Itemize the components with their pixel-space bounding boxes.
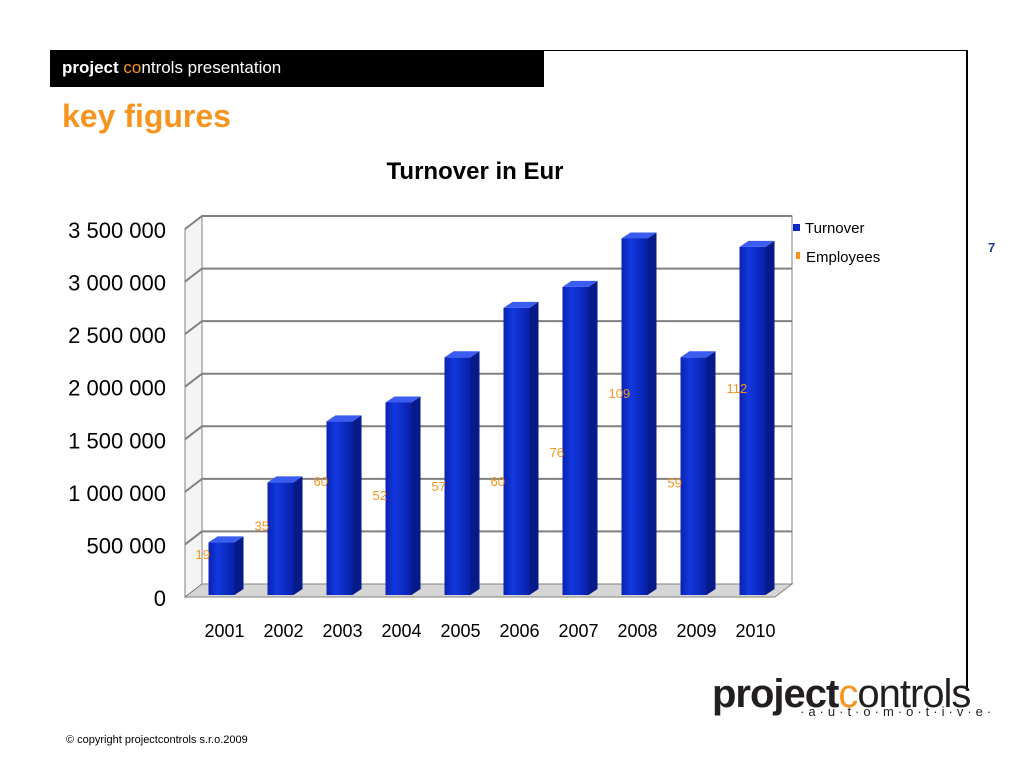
y-tick-label: 2 500 000 bbox=[68, 323, 166, 348]
x-tick-label: 2008 bbox=[617, 621, 657, 641]
y-axis: 0 500 000 1 000 000 1 500 000 2 000 000 2 500… bbox=[68, 218, 186, 611]
bar-2008 bbox=[621, 232, 657, 595]
bar-2001 bbox=[208, 536, 244, 595]
bar-side bbox=[352, 415, 362, 595]
bar-top bbox=[208, 536, 244, 543]
chart-side-wall bbox=[184, 214, 203, 599]
logo-bold-text: project bbox=[712, 672, 839, 716]
bar-top bbox=[385, 396, 421, 403]
bar-side bbox=[529, 301, 539, 595]
y-tick-label: 3 500 000 bbox=[68, 218, 166, 243]
bar-side bbox=[588, 280, 598, 595]
legend-turnover-label: Turnover bbox=[805, 220, 864, 237]
frame-right-line bbox=[966, 50, 968, 688]
employee-label: 112 bbox=[727, 381, 748, 396]
x-tick-label: 2010 bbox=[735, 621, 775, 641]
bar-2002 bbox=[267, 476, 303, 595]
company-logo: projectcontrols ·a·u·t·o·m·o·t·i·v·e· bbox=[712, 672, 991, 722]
bar-2006 bbox=[503, 301, 539, 595]
employee-label: 19 bbox=[196, 547, 210, 562]
bar-side bbox=[470, 351, 480, 595]
employee-label: 35 bbox=[255, 518, 269, 533]
employee-labels: 19 35 60 52 57 60 76 109 59 112 bbox=[196, 381, 748, 562]
frame-top-line bbox=[544, 50, 967, 51]
bar-front bbox=[444, 357, 471, 595]
y-tick-label: 2 000 000 bbox=[68, 376, 166, 401]
page-number: 7 bbox=[988, 240, 996, 255]
y-tick-label: 3 000 000 bbox=[68, 271, 166, 296]
bar-top bbox=[621, 232, 657, 239]
legend-employees-swatch bbox=[796, 252, 800, 259]
bar-front bbox=[621, 238, 648, 595]
bar-top bbox=[503, 301, 539, 308]
employee-label: 52 bbox=[373, 488, 387, 503]
gridline bbox=[184, 267, 792, 283]
logo-accent-text: c bbox=[838, 672, 858, 716]
bar-2009 bbox=[680, 351, 716, 595]
y-tick-label: 500 000 bbox=[86, 533, 166, 558]
bar-side bbox=[411, 396, 421, 595]
x-tick-label: 2005 bbox=[440, 621, 480, 641]
bar-front bbox=[385, 402, 412, 595]
legend-employees-label: Employees bbox=[806, 249, 880, 266]
bar-side bbox=[647, 232, 657, 595]
bar-side bbox=[765, 240, 775, 596]
bar-2005 bbox=[444, 351, 480, 595]
bar-2004 bbox=[385, 396, 421, 595]
header-accent-text: co bbox=[123, 58, 142, 77]
bar-top bbox=[562, 280, 598, 287]
bar-top bbox=[267, 476, 303, 483]
employee-label: 59 bbox=[668, 476, 682, 491]
employee-label: 109 bbox=[609, 386, 631, 401]
logo-rest-text: ontrols bbox=[857, 672, 971, 716]
bar-front bbox=[503, 307, 530, 595]
bar-top bbox=[444, 351, 480, 358]
x-axis: 2001 2002 2003 2004 2005 2006 2007 2008 2009 2010 bbox=[204, 621, 775, 641]
x-tick-label: 2009 bbox=[676, 621, 716, 641]
page-title: key figures bbox=[62, 98, 231, 134]
bar-front bbox=[326, 421, 353, 595]
x-tick-label: 2006 bbox=[499, 621, 539, 641]
chart-bars bbox=[208, 232, 775, 596]
bar-front bbox=[562, 286, 589, 595]
bar-2003 bbox=[326, 415, 362, 595]
gridline bbox=[184, 215, 792, 230]
x-tick-label: 2002 bbox=[263, 621, 303, 641]
employee-label: 57 bbox=[432, 479, 446, 494]
employee-label: 60 bbox=[491, 474, 505, 489]
bar-top bbox=[680, 351, 716, 358]
presentation-title: project controls presentation bbox=[62, 58, 281, 78]
header-bold-text: project bbox=[62, 58, 119, 77]
bar-side bbox=[234, 536, 244, 595]
copyright-text: © copyright projectcontrols s.r.o.2009 bbox=[66, 734, 248, 746]
bar-2007 bbox=[562, 280, 598, 595]
header-bar: project controls presentation bbox=[50, 50, 544, 87]
bar-top bbox=[326, 415, 362, 422]
header-rest-text: ntrols presentation bbox=[141, 58, 282, 77]
logo-wordmark: projectcontrols bbox=[712, 672, 971, 716]
legend-turnover-swatch bbox=[793, 224, 800, 231]
bar-front bbox=[267, 482, 294, 595]
y-tick-label: 0 bbox=[154, 586, 166, 611]
y-tick-label: 1 000 000 bbox=[68, 481, 166, 506]
y-tick-label: 1 500 000 bbox=[68, 428, 166, 453]
bar-side bbox=[706, 351, 716, 595]
bar-front bbox=[680, 357, 707, 595]
chart-legend: Turnover Employees bbox=[793, 220, 880, 266]
x-tick-label: 2004 bbox=[381, 621, 421, 641]
chart-title: Turnover in Eur bbox=[387, 158, 564, 185]
bar-side bbox=[293, 476, 303, 595]
x-tick-label: 2001 bbox=[204, 621, 244, 641]
bar-front bbox=[208, 542, 235, 595]
bar-top bbox=[739, 240, 775, 247]
x-tick-label: 2003 bbox=[322, 621, 362, 641]
bar-front bbox=[739, 246, 766, 596]
x-tick-label: 2007 bbox=[558, 621, 598, 641]
employee-label: 60 bbox=[314, 474, 328, 489]
employee-label: 76 bbox=[550, 445, 564, 460]
logo-tagline: ·a·u·t·o·m·o·t·i·v·e· bbox=[800, 704, 996, 719]
bar-2010 bbox=[739, 240, 775, 596]
